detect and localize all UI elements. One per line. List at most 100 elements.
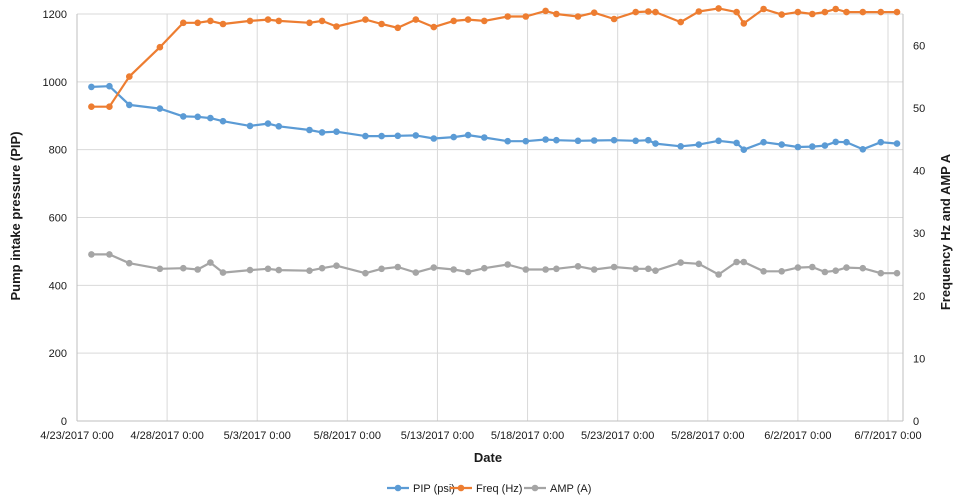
- freq-hz-point: [695, 8, 703, 15]
- pip-psi-point: [333, 128, 340, 135]
- freq-hz-point: [809, 10, 816, 18]
- y2-tick-label: 50: [913, 103, 925, 115]
- freq-hz-point: [632, 8, 639, 16]
- amp-a-point: [246, 266, 254, 274]
- amp-a-point: [219, 269, 227, 276]
- freq-hz-point: [246, 17, 254, 25]
- y-tick-label: 400: [49, 280, 67, 292]
- pip-psi-point: [481, 134, 488, 141]
- pip-psi-point: [180, 113, 187, 120]
- y-tick-label: 1000: [43, 77, 67, 89]
- pip-psi-point: [207, 114, 214, 122]
- freq-hz-point: [859, 8, 867, 16]
- amp-a-point: [542, 266, 549, 273]
- pip-psi-point: [794, 143, 802, 151]
- y2-tick-label: 60: [913, 40, 925, 52]
- freq-hz-point: [318, 17, 326, 25]
- amp-a-point: [843, 264, 850, 271]
- freq-hz-point: [760, 5, 767, 13]
- legend: PIP (psi) Freq (Hz) AMP (A): [387, 483, 591, 495]
- amp-a-point: [809, 263, 816, 271]
- freq-hz-point: [378, 20, 385, 28]
- amp-a-point: [733, 258, 740, 266]
- pip-psi-point: [590, 137, 598, 144]
- freq-hz-point: [794, 8, 802, 16]
- freq-hz-point: [219, 20, 227, 28]
- pip-psi-point: [893, 140, 901, 147]
- freq-hz-point: [106, 103, 113, 110]
- amp-a-point: [394, 263, 402, 271]
- freq-hz-point: [733, 8, 740, 16]
- x-tick-label: 5/28/2017 0:00: [671, 430, 744, 442]
- amp-a-point: [610, 263, 618, 271]
- pip-psi-point: [542, 136, 549, 143]
- freq-hz-point: [464, 16, 472, 23]
- amp-a-point: [652, 267, 659, 275]
- freq-hz-point: [893, 8, 901, 16]
- pip-psi-point: [126, 101, 133, 109]
- pip-psi-point: [88, 83, 95, 91]
- pip-psi-point: [553, 136, 560, 144]
- x-tick-label: 4/23/2017 0:00: [40, 430, 113, 442]
- pip-psi-point: [677, 143, 684, 150]
- pip-psi-point: [740, 146, 748, 153]
- pip-psi-point: [632, 137, 639, 145]
- pip-psi-point: [275, 123, 283, 130]
- pip-psi-point: [430, 135, 438, 142]
- freq-hz-point: [832, 5, 839, 13]
- freq-hz-point: [590, 9, 598, 16]
- pip-psi-point: [778, 141, 785, 148]
- amp-a-point: [207, 259, 214, 266]
- freq-hz-point: [88, 103, 95, 110]
- series-group: [88, 5, 901, 278]
- amp-a-point: [450, 266, 458, 273]
- amp-a-point: [318, 264, 326, 272]
- x-tick-label: 5/3/2017 0:00: [224, 430, 291, 442]
- freq-hz-point: [778, 11, 785, 18]
- pip-psi-point: [504, 137, 512, 145]
- pip-psi-point: [318, 129, 326, 136]
- pip-psi-point: [394, 132, 402, 140]
- pip-psi-point: [715, 137, 722, 145]
- amp-a-point: [877, 269, 885, 277]
- amp-a-point: [464, 268, 472, 276]
- freq-hz-point: [156, 43, 164, 51]
- pip-psi-point: [464, 131, 472, 139]
- y-tick-label: 600: [49, 213, 67, 225]
- amp-a-point: [832, 267, 839, 275]
- pip-psi-point: [362, 132, 369, 140]
- freq-hz-point: [877, 8, 885, 16]
- legend-swatch-marker: [394, 484, 402, 492]
- pip-psi-point: [264, 120, 272, 127]
- y2-tick-label: 30: [913, 228, 925, 240]
- pip-psi-point: [877, 138, 885, 146]
- pip-psi-point: [412, 132, 420, 139]
- amp-a-point: [893, 269, 901, 277]
- pip-psi-point: [695, 141, 703, 148]
- y-tick-label: 800: [49, 145, 67, 157]
- freq-hz-point: [430, 23, 438, 31]
- pip-psi-point: [809, 143, 816, 150]
- y2-tick-label: 10: [913, 353, 925, 365]
- y-tick-label: 0: [61, 416, 67, 428]
- amp-a-point: [740, 258, 748, 266]
- pip-psi-point: [645, 136, 652, 144]
- x-tick-label: 5/13/2017 0:00: [401, 430, 474, 442]
- amp-a-point: [430, 264, 438, 271]
- pip-psi-point: [219, 117, 227, 125]
- pip-psi-point: [733, 139, 740, 147]
- freq-hz-point: [843, 8, 850, 16]
- amp-a-point: [821, 268, 829, 276]
- y-tick-label: 1200: [43, 9, 67, 21]
- freq-hz-point: [740, 20, 748, 27]
- freq-hz-point: [207, 17, 214, 25]
- freq-hz-point: [645, 8, 652, 15]
- amp-a-point: [778, 268, 785, 275]
- amp-a-point: [106, 251, 113, 258]
- pip-psi-point: [821, 142, 829, 149]
- freq-hz-point: [821, 8, 829, 16]
- x-tick-label: 5/18/2017 0:00: [491, 430, 564, 442]
- amp-a-point: [645, 265, 652, 273]
- y2-axis-title: Frequency Hz and AMP A: [938, 153, 953, 310]
